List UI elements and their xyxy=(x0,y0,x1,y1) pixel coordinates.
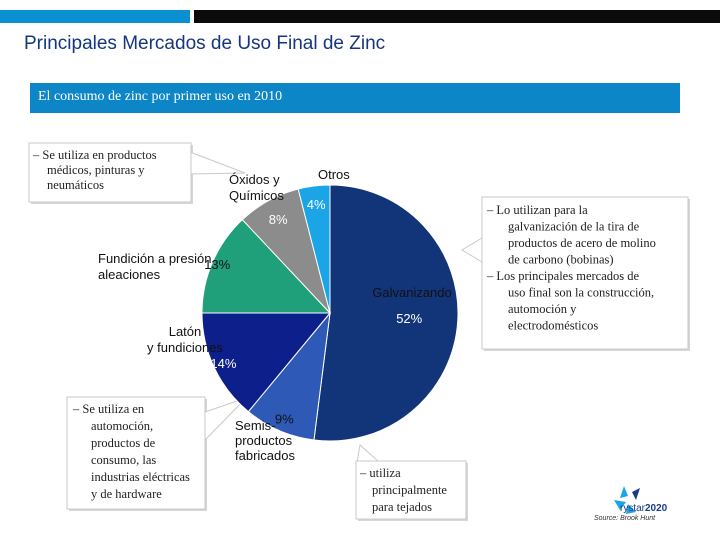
callout-line: galvanización de la tira de xyxy=(508,220,640,234)
callout-galvanizacion: – Lo utilizan para la galvanización de la… xyxy=(461,196,690,351)
callout-box xyxy=(28,142,192,203)
category-label-line: fabricados xyxy=(235,448,295,463)
value-label: 52% xyxy=(396,311,422,326)
callout-line: principalmente xyxy=(372,483,447,497)
callout-line: médicos, pinturas y xyxy=(47,163,145,177)
callout-line: productos de acero de molino xyxy=(508,236,656,250)
callout-tejados: – utiliza principalmente para tejados xyxy=(355,444,468,521)
callout-line: – utiliza xyxy=(359,466,401,480)
callout-box xyxy=(355,460,467,520)
category-label-line: Otros xyxy=(318,167,350,182)
callout-automocion: – Se utiliza en automoción, productos de co… xyxy=(66,396,247,511)
value-label: 13% xyxy=(204,257,230,272)
category-label-line: Semis- xyxy=(235,418,275,433)
callout-line: industrias eléctricas xyxy=(91,470,190,484)
callout-line: – Se utiliza en xyxy=(72,402,145,416)
category-label-line: Galvanizando xyxy=(372,285,452,300)
category-label-line: y fundiciones xyxy=(147,340,223,355)
chart-subtitle: El consumo de zinc por primer uso en 201… xyxy=(38,89,283,104)
subtitle-banner xyxy=(30,83,680,113)
category-label: Semis-productos fabricados xyxy=(235,418,295,463)
callout-line: de carbono (bobinas) xyxy=(508,253,614,267)
rystar-logo xyxy=(606,478,706,528)
pie-slice-galvanizando xyxy=(313,184,459,442)
category-label-line: Químicos xyxy=(229,188,284,203)
pie-slice-otros xyxy=(297,184,331,314)
callout-line: – Lo utilizan para la xyxy=(486,203,588,217)
category-label: Galvanizando xyxy=(372,285,452,300)
logo-text: rystar2020 xyxy=(620,503,667,514)
callout-pointer xyxy=(189,151,246,175)
callout-line: para tejados xyxy=(372,500,432,514)
category-label-line: aleaciones xyxy=(98,267,161,282)
callout-text: – Lo utilizan para la galvanización de la… xyxy=(486,203,656,333)
callout-line: automoción y xyxy=(508,302,577,316)
callout-line: neumáticos xyxy=(47,178,104,192)
callout-text: – Se utiliza en productos médicos, pintur… xyxy=(32,148,157,192)
logo-year: 2020 xyxy=(645,503,668,514)
callout-line: consumo, las xyxy=(91,453,156,467)
value-label: 9% xyxy=(275,412,294,427)
callout-line: – Los principales mercados de xyxy=(486,269,639,283)
category-label: Otros xyxy=(318,167,350,182)
logo-brand: rystar xyxy=(620,503,645,514)
category-label: Fundición a presión aleaciones xyxy=(98,251,211,282)
callout-box xyxy=(481,196,689,350)
callout-line: – Se utiliza en productos xyxy=(32,148,157,162)
source-note: Source: Brook Hunt xyxy=(594,515,656,522)
callout-text: – utiliza principalmente para tejados xyxy=(359,466,447,514)
callout-productos-medicos: – Se utiliza en productos médicos, pintur… xyxy=(28,142,246,204)
value-label: 4% xyxy=(307,197,326,212)
category-label: Óxidos y Químicos xyxy=(229,172,284,203)
category-label-line: Óxidos y xyxy=(229,172,280,187)
header-accent-bar xyxy=(0,10,190,23)
callout-line: automoción, xyxy=(91,419,153,433)
callout-pointer xyxy=(461,237,483,263)
callout-line: electrodomésticos xyxy=(508,319,598,333)
pie-slice-fundicion-a-presion-aleaciones xyxy=(201,218,332,314)
category-label-line: Fundición a presión xyxy=(98,251,211,266)
value-label: 14% xyxy=(210,356,236,371)
callout-line: productos de xyxy=(91,436,156,450)
category-label-line: productos xyxy=(235,433,293,448)
pie-slice-laton-y-fundiciones xyxy=(201,312,332,413)
page-title: Principales Mercados de Uso Final de Zin… xyxy=(24,33,386,54)
header-dark-bar xyxy=(194,10,720,23)
value-label: 8% xyxy=(269,212,288,227)
rystar-logo-icon xyxy=(614,486,640,514)
callout-text: – Se utiliza en automoción, productos de co… xyxy=(72,402,190,501)
callout-line: y de hardware xyxy=(91,487,162,501)
category-label-line: Latón xyxy=(169,324,202,339)
callout-line: uso final son la construcción, xyxy=(508,286,654,300)
callout-box xyxy=(66,396,206,510)
category-label: Latón y fundiciones xyxy=(147,324,223,355)
